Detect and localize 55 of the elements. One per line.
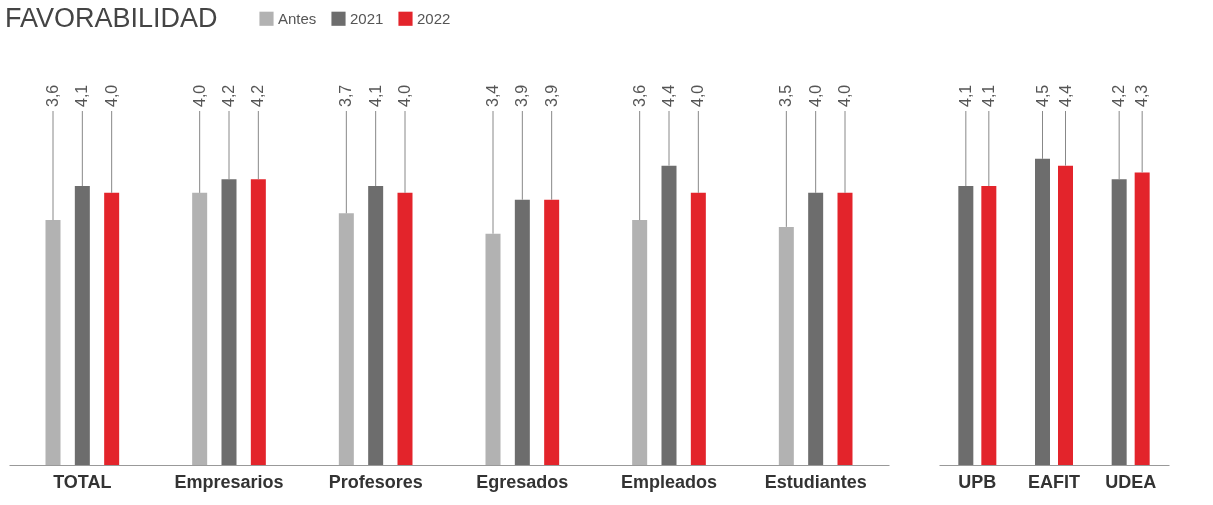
- x-tick-label: EAFIT: [1028, 471, 1080, 492]
- data-label: 4,4: [660, 84, 677, 107]
- bar: [368, 186, 384, 465]
- data-label: 4,1: [979, 84, 997, 107]
- data-label: 4,3: [1133, 84, 1151, 107]
- x-tick-label: Empleados: [620, 471, 718, 492]
- data-label: 4,0: [102, 84, 120, 107]
- data-label: 4,2: [1110, 84, 1128, 107]
- bar: [808, 192, 824, 465]
- bar: [221, 179, 237, 465]
- bar: [514, 199, 530, 465]
- bar: [338, 213, 354, 465]
- legend-label: 2021: [350, 9, 384, 27]
- data-label: 4,1: [956, 84, 974, 107]
- bar: [485, 233, 501, 465]
- data-label: 3,9: [542, 84, 560, 107]
- data-label: 3,4: [484, 84, 501, 107]
- x-tick-label: Egresados: [476, 471, 569, 492]
- x-tick-label: Profesores: [328, 471, 423, 492]
- data-label: 4,0: [190, 84, 208, 107]
- bar: [778, 226, 794, 465]
- x-tick-label: Estudiantes: [764, 471, 867, 492]
- x-tick-label: UPB: [958, 471, 997, 492]
- bar: [104, 192, 120, 465]
- bar: [192, 192, 208, 465]
- data-label: 3,9: [513, 84, 531, 107]
- bar: [690, 192, 706, 465]
- data-label: 3,6: [44, 84, 61, 107]
- data-label: 3,5: [777, 84, 795, 107]
- x-tick-label: Empresarios: [174, 471, 284, 492]
- bar: [661, 165, 677, 465]
- data-label: 4,5: [1033, 84, 1051, 107]
- bar: [45, 220, 61, 465]
- x-tick-label: UDEA: [1105, 471, 1157, 492]
- bar: [544, 199, 560, 465]
- bar: [250, 179, 266, 465]
- bar: [632, 220, 648, 465]
- bar: [837, 192, 853, 465]
- data-label: 4,0: [689, 84, 707, 107]
- data-label: 3,6: [630, 84, 648, 107]
- data-label: 4,0: [836, 84, 853, 107]
- bar: [397, 192, 413, 465]
- x-tick-label: TOTAL: [53, 471, 112, 492]
- data-label: 4,0: [806, 84, 824, 107]
- legend-label: 2022: [417, 9, 451, 27]
- data-label: 4,2: [220, 84, 237, 107]
- data-label: 4,4: [1056, 84, 1074, 107]
- data-label: 4,1: [366, 84, 384, 107]
- legend-label: Antes: [278, 9, 317, 27]
- data-label: 4,0: [396, 84, 413, 107]
- bar: [74, 186, 90, 465]
- data-label: 3,7: [337, 84, 355, 107]
- data-label: 4,2: [249, 84, 267, 107]
- chart-title: FAVORABILIDAD: [5, 3, 218, 33]
- data-label: 4,1: [73, 84, 91, 107]
